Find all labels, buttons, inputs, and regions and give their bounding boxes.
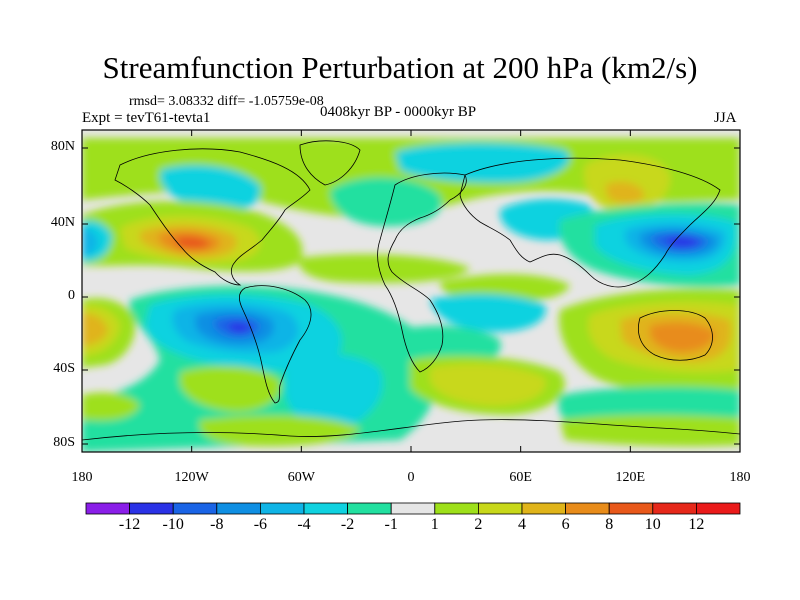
colorbar-swatch: [477, 502, 523, 515]
field-region: [299, 254, 470, 284]
colorbar-label: 12: [688, 516, 705, 533]
field-region: [430, 293, 546, 332]
field-region: [285, 354, 383, 431]
stats-text: rmsd= 3.08332 diff= -1.05759e-08: [129, 94, 324, 109]
season-label: JJA: [714, 110, 737, 126]
y-tick-label: 40N: [50, 215, 75, 230]
field-region: [330, 177, 442, 227]
north-america-coast: [114, 148, 311, 286]
period-label: 0408kyr BP - 0000kyr BP: [320, 104, 477, 120]
colorbar-swatch: [172, 502, 218, 515]
antarctica-coast: [82, 419, 740, 441]
x-tick-label: 180: [71, 470, 93, 485]
colorbar: [85, 502, 741, 515]
field-region: [175, 236, 210, 249]
y-tick-label: 40S: [53, 361, 75, 376]
x-tick-label: 60E: [509, 470, 532, 485]
colorbar-swatch: [652, 502, 697, 515]
colorbar-swatch: [216, 502, 261, 515]
europe-africa-coast: [377, 172, 467, 373]
field-region: [650, 322, 715, 352]
colorbar-swatch: [259, 502, 305, 515]
field-region: [82, 392, 140, 421]
field-region: [228, 322, 251, 333]
field-layer: [82, 130, 740, 452]
x-tick-label: 180: [729, 470, 751, 485]
colorbar-swatch: [347, 502, 392, 515]
field-region: [82, 313, 108, 346]
field-region: [180, 366, 281, 412]
eurasia-coast: [459, 157, 721, 288]
x-tick-label: 120E: [615, 470, 646, 485]
colorbar-swatch: [390, 502, 436, 515]
colorbar-swatch: [434, 502, 479, 515]
colorbar-label: -1: [384, 516, 398, 533]
plot-title: Streamfunction Perturbation at 200 hPa (…: [102, 50, 698, 85]
experiment-label: Expt = tevT61-tevta1: [82, 110, 211, 126]
greenland-coast: [299, 140, 361, 186]
colorbar-label: 8: [605, 516, 614, 533]
colorbar-label: -6: [253, 516, 268, 533]
coastlines: [82, 140, 740, 441]
colorbar-label: -4: [297, 516, 311, 533]
y-tick-label: 80S: [53, 435, 75, 450]
x-tick-label: 0: [407, 470, 415, 485]
y-tick-label: 80N: [50, 139, 75, 154]
colorbar-label: -8: [210, 516, 224, 533]
south-america-coast: [239, 285, 312, 404]
colorbar-label: -2: [340, 516, 355, 533]
field-region: [665, 236, 700, 247]
colorbar-swatch: [521, 502, 566, 515]
colorbar-swatch: [129, 502, 174, 515]
colorbar-label: 4: [518, 516, 526, 533]
field-region: [82, 228, 98, 256]
colorbar-label: 10: [644, 516, 661, 533]
australia-coast: [638, 310, 713, 361]
field-region: [560, 414, 740, 447]
field-region: [160, 165, 261, 212]
colorbar-swatch: [696, 502, 741, 515]
colorbar-label: -10: [162, 516, 184, 533]
colorbar-label: 1: [430, 516, 439, 533]
colorbar-label: 2: [474, 516, 483, 533]
tick-marks: [81, 130, 741, 452]
field-region: [430, 363, 546, 406]
colorbar-swatch: [608, 502, 654, 515]
x-tick-label: 120W: [174, 470, 209, 485]
colorbar-label: 6: [561, 516, 570, 533]
x-tick-label: 60W: [287, 470, 315, 485]
field-region: [199, 415, 360, 447]
field-region: [605, 181, 645, 204]
colorbar-swatch: [85, 502, 130, 515]
colorbar-label: -12: [118, 516, 141, 533]
colorbar-swatch: [565, 502, 610, 515]
y-tick-label: 0: [68, 288, 75, 303]
colorbar-swatch: [303, 502, 348, 515]
